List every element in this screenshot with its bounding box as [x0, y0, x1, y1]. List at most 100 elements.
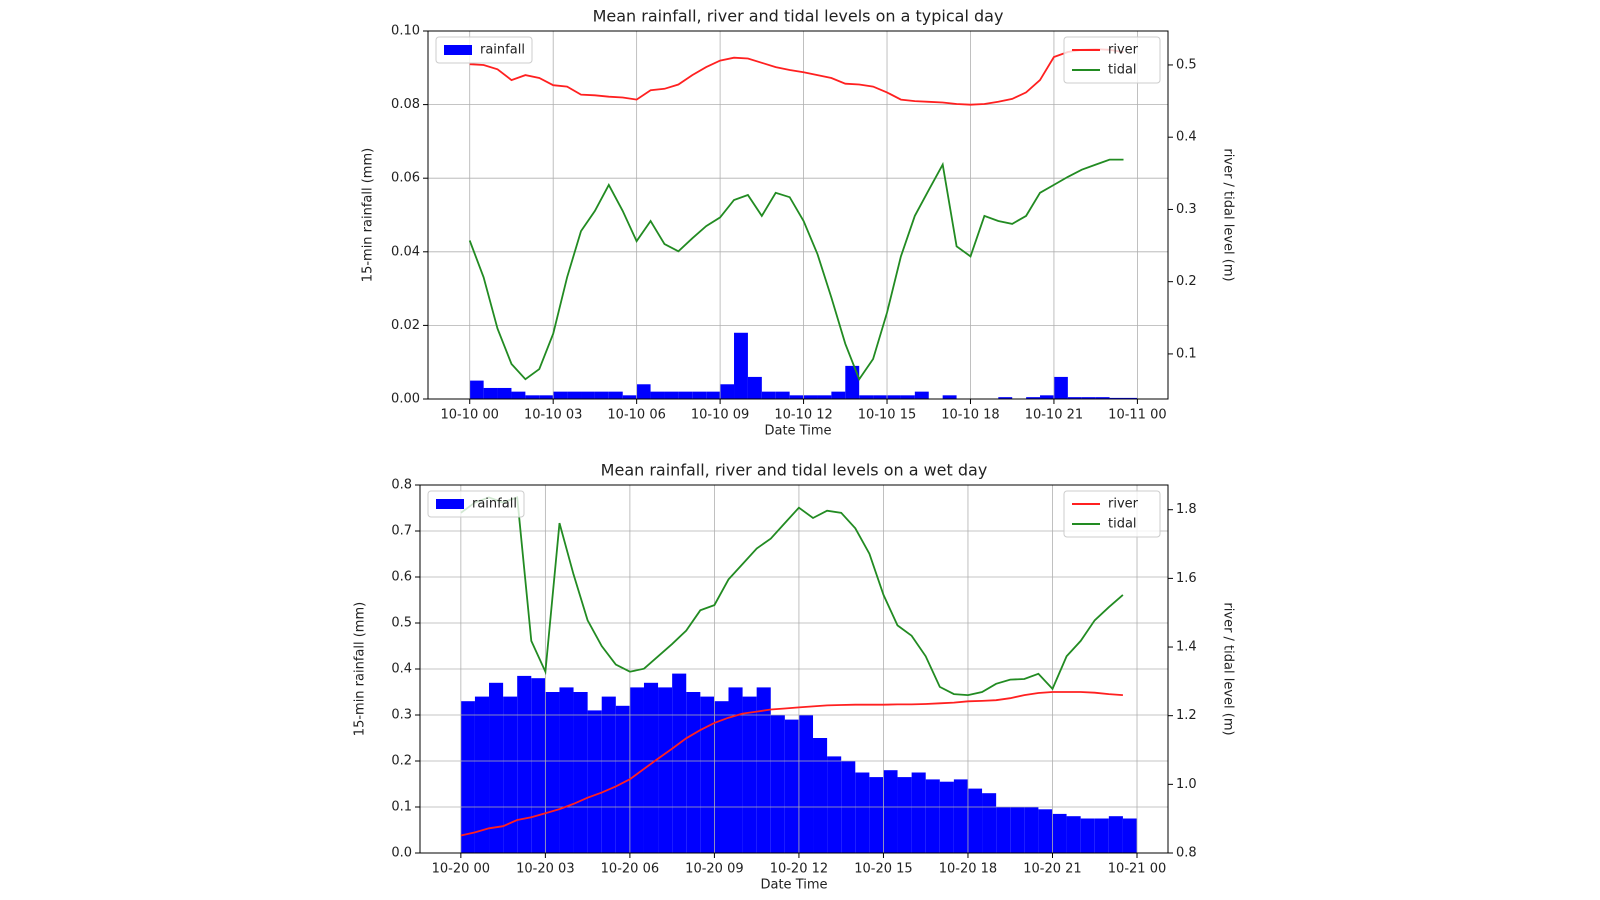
- bar: [859, 395, 874, 399]
- bar: [1080, 818, 1095, 853]
- bar: [636, 384, 651, 399]
- bar: [1108, 816, 1123, 853]
- y-tick-label: 0.5: [391, 616, 412, 631]
- bar: [967, 788, 983, 853]
- y-tick-label: 0.3: [391, 708, 412, 723]
- y2-tick-label: 1.0: [1176, 777, 1197, 792]
- x-axis-label: Date Time: [764, 424, 831, 439]
- legend-box: [435, 36, 533, 64]
- y-tick-label: 0.6: [391, 570, 412, 585]
- bar: [734, 332, 748, 399]
- bar: [601, 696, 616, 853]
- x-axis-label: Date Time: [760, 878, 827, 893]
- bar: [1040, 395, 1054, 399]
- bar: [692, 391, 707, 399]
- bar: [511, 391, 526, 399]
- bar: [622, 395, 637, 399]
- bar: [900, 395, 915, 399]
- line: [460, 691, 1123, 837]
- bar: [982, 793, 997, 853]
- y-axis-label: 15-min rainfall (mm): [353, 602, 368, 736]
- bar: [587, 710, 602, 853]
- bar: [775, 391, 790, 399]
- bar: [869, 777, 884, 853]
- bar: [664, 391, 679, 399]
- bar: [817, 395, 832, 399]
- x-tick-label: 10-20 03: [516, 862, 574, 877]
- bar: [1095, 397, 1110, 399]
- bar: [784, 719, 799, 853]
- legend-label: river: [1108, 43, 1139, 58]
- y-tick-label: 0.4: [391, 662, 412, 677]
- y2-axis-label: river / tidal level (m): [1221, 602, 1236, 735]
- legend-box: [1063, 490, 1161, 538]
- x-tick-label: 10-20 18: [939, 862, 997, 877]
- chart: Mean rainfall, river and tidal levels on…: [361, 7, 1236, 439]
- x-tick-label: 10-10 06: [607, 408, 665, 423]
- bar: [658, 687, 673, 853]
- bar: [643, 682, 659, 853]
- bar: [559, 687, 574, 853]
- bar: [1026, 397, 1041, 399]
- legend-label: river: [1108, 497, 1139, 512]
- x-tick-label: 10-20 15: [854, 862, 912, 877]
- bar: [615, 705, 630, 853]
- bar: [525, 395, 540, 399]
- y-tick-label: 0.7: [391, 524, 412, 539]
- bar: [953, 779, 968, 853]
- x-tick-label: 10-20 21: [1023, 862, 1081, 877]
- bar: [503, 696, 518, 853]
- bar: [714, 701, 729, 853]
- bar: [1024, 807, 1039, 853]
- bar: [803, 395, 818, 399]
- bar: [742, 696, 757, 853]
- y2-tick-label: 1.4: [1176, 640, 1197, 655]
- bar: [911, 772, 926, 853]
- bar: [573, 692, 588, 853]
- legend-label: tidal: [1108, 63, 1137, 78]
- bar: [497, 387, 512, 399]
- x-tick-label: 10-10 12: [774, 408, 832, 423]
- line: [460, 496, 1124, 697]
- x-tick-label: 10-10 18: [941, 408, 999, 423]
- x-tick-label: 10-10 21: [1025, 408, 1083, 423]
- bar: [650, 391, 665, 399]
- bar: [1010, 807, 1025, 853]
- bar: [831, 391, 846, 399]
- x-tick-label: 10-21 00: [1108, 862, 1166, 877]
- bar: [789, 395, 804, 399]
- bar: [460, 701, 475, 853]
- y-tick-label: 0.8: [391, 478, 412, 493]
- line: [469, 48, 1124, 106]
- bar: [1052, 813, 1067, 853]
- bar: [1109, 397, 1124, 399]
- x-tick-label: 10-11 00: [1108, 408, 1166, 423]
- bar: [1066, 816, 1081, 853]
- bar: [483, 387, 498, 399]
- bar: [887, 395, 901, 399]
- bar: [897, 777, 912, 853]
- bar: [1053, 376, 1068, 399]
- y2-tick-label: 0.5: [1176, 57, 1197, 72]
- chart-title: Mean rainfall, river and tidal levels on…: [601, 461, 988, 480]
- legend-label: tidal: [1108, 517, 1137, 532]
- bar: [761, 391, 776, 399]
- x-tick-label: 10-10 15: [858, 408, 916, 423]
- y2-tick-label: 0.2: [1176, 274, 1197, 289]
- chart: Mean rainfall, river and tidal levels on…: [353, 461, 1236, 893]
- bar: [855, 772, 870, 853]
- bar: [608, 391, 623, 399]
- y-tick-label: 0.0: [391, 846, 412, 861]
- y2-tick-label: 0.8: [1176, 846, 1197, 861]
- bar: [531, 678, 546, 853]
- y-tick-label: 0.04: [391, 244, 420, 259]
- y-tick-label: 0.02: [391, 318, 420, 333]
- y-tick-label: 0.08: [391, 97, 420, 112]
- bar: [706, 391, 721, 399]
- bar: [942, 395, 957, 399]
- bar: [678, 391, 693, 399]
- chart-title: Mean rainfall, river and tidal levels on…: [593, 7, 1004, 26]
- bar: [581, 391, 595, 399]
- y2-tick-label: 0.4: [1176, 130, 1197, 145]
- plot-frame: [427, 30, 1169, 400]
